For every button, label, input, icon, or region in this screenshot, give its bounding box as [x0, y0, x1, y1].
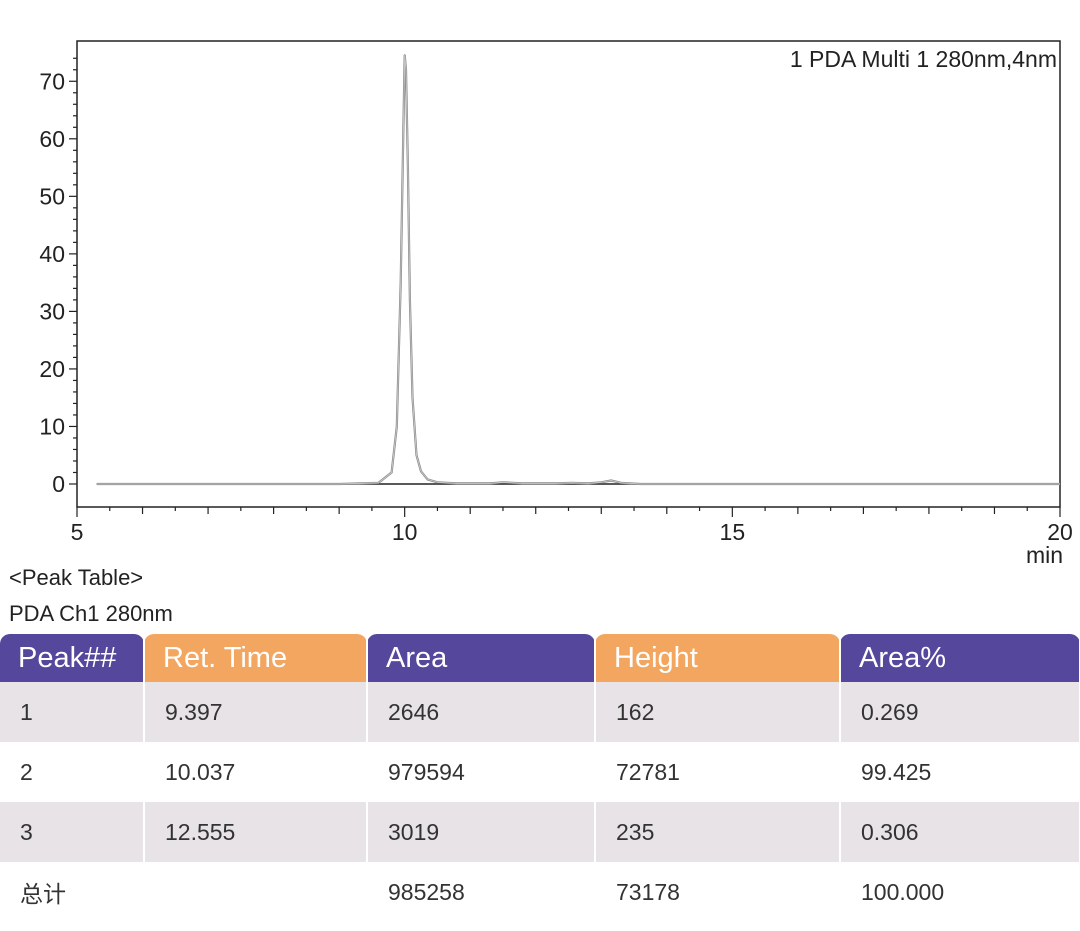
cell-ret-time: 10.037	[144, 742, 368, 802]
x-tick-label: 20	[1047, 519, 1073, 545]
cell-height: 235	[595, 802, 841, 862]
peak-table: Peak## Ret. Time Area Height Area% 1 9.3…	[0, 634, 1080, 922]
x-tick-label: 10	[392, 519, 418, 545]
y-tick-label: 60	[39, 126, 65, 152]
cell-height: 72781	[595, 742, 841, 802]
y-tick-label: 10	[39, 413, 65, 439]
y-tick-label: 30	[39, 298, 65, 324]
series-line-highlight	[96, 55, 1060, 485]
cell-peak: 总计	[0, 862, 145, 922]
col-header-peak: Peak##	[0, 634, 145, 682]
cell-ret-time	[144, 862, 368, 922]
chart-annotation: 1 PDA Multi 1 280nm,4nm	[790, 46, 1057, 72]
chart-tick-labels: 0 10 20 30 40 50 60 70 5 10 15 20	[39, 68, 1072, 545]
cell-peak: 3	[0, 802, 145, 862]
table-row: 2 10.037 979594 72781 99.425	[0, 742, 1080, 802]
chart-plot-area	[96, 54, 1060, 486]
cell-area: 979594	[367, 742, 596, 802]
x-tick-label: 5	[71, 519, 84, 545]
table-row: 3 12.555 3019 235 0.306	[0, 802, 1080, 862]
peak-table-caption: <Peak Table>	[9, 565, 144, 590]
cell-area: 985258	[367, 862, 596, 922]
cell-height: 162	[595, 682, 841, 742]
channel-caption: PDA Ch1 280nm	[9, 601, 173, 626]
cell-area: 3019	[367, 802, 596, 862]
chart-axes	[76, 40, 1061, 508]
chart-ticks	[69, 57, 1061, 517]
table-header-row: Peak## Ret. Time Area Height Area%	[0, 634, 1080, 682]
cell-height: 73178	[595, 862, 841, 922]
table-row-total: 总计 985258 73178 100.000	[0, 862, 1080, 922]
cell-area-percent: 99.425	[840, 742, 1080, 802]
chromatogram-chart: 0 10 20 30 40 50 60 70 5 10 15 20 1 PDA Multi 1 280…	[39, 40, 1073, 568]
y-tick-label: 0	[52, 471, 65, 497]
cell-ret-time: 9.397	[144, 682, 368, 742]
y-tick-label: 40	[39, 241, 65, 267]
x-tick-label: 15	[720, 519, 746, 545]
y-tick-label: 70	[39, 68, 65, 94]
cell-area-percent: 0.306	[840, 802, 1080, 862]
col-header-area: Area	[367, 634, 596, 682]
col-header-area-percent: Area%	[840, 634, 1080, 682]
plot-frame	[76, 40, 1061, 508]
cell-area-percent: 100.000	[840, 862, 1080, 922]
cell-peak: 2	[0, 742, 145, 802]
col-header-height: Height	[595, 634, 841, 682]
cell-area-percent: 0.269	[840, 682, 1080, 742]
cell-area: 2646	[367, 682, 596, 742]
y-tick-label: 20	[39, 356, 65, 382]
col-header-ret-time: Ret. Time	[144, 634, 368, 682]
x-axis-unit-label: min	[1026, 542, 1063, 568]
series-line	[96, 54, 1060, 486]
cell-ret-time: 12.555	[144, 802, 368, 862]
cell-peak: 1	[0, 682, 145, 742]
table-row: 1 9.397 2646 162 0.269	[0, 682, 1080, 742]
y-tick-label: 50	[39, 183, 65, 209]
